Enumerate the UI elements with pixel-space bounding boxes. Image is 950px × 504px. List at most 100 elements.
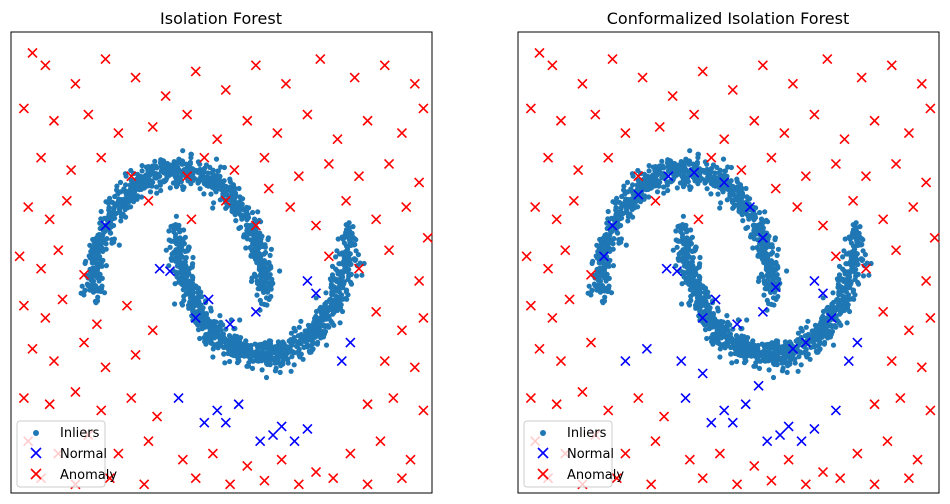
anomaly-point: [800, 479, 811, 490]
anomaly-point: [590, 109, 601, 120]
inlier-point: [712, 170, 718, 176]
inlier-point: [176, 167, 182, 173]
inlier-point: [208, 175, 214, 181]
inlier-point: [333, 254, 339, 260]
inlier-point: [841, 288, 847, 294]
anomaly-point: [749, 115, 760, 126]
inlier-point: [820, 308, 827, 315]
inlier-point: [625, 214, 632, 220]
anomaly-point: [388, 393, 399, 404]
anomaly-point: [280, 78, 292, 89]
anomaly-point: [525, 393, 536, 404]
anomaly-point: [418, 312, 429, 324]
inlier-point: [661, 184, 667, 190]
anomaly-point: [36, 263, 47, 274]
inlier-point: [169, 251, 175, 257]
inlier-point: [195, 169, 201, 175]
inlier-point: [761, 292, 767, 298]
inlier-point: [190, 290, 196, 296]
normal-point: [233, 399, 244, 410]
anomaly-point: [151, 411, 163, 422]
inlier-point: [849, 296, 855, 302]
anomaly-point: [36, 152, 47, 163]
inlier-point: [773, 338, 779, 344]
normal-point: [173, 393, 184, 404]
inlier-point: [673, 263, 679, 269]
inlier-point: [846, 308, 853, 315]
inlier-point: [717, 354, 723, 360]
anomaly-point: [126, 171, 137, 182]
inlier-point: [717, 205, 723, 211]
inlier-point: [207, 326, 213, 332]
inlier-point: [108, 214, 114, 220]
anomaly-point: [646, 479, 657, 490]
inlier-point: [852, 269, 858, 275]
inlier-point: [204, 182, 210, 188]
normal-point: [744, 201, 756, 213]
inlier-point: [692, 245, 698, 251]
anomaly-point: [689, 109, 700, 120]
inlier-point: [181, 283, 187, 289]
anomaly-point: [401, 201, 412, 213]
inlier-point: [187, 266, 193, 272]
inlier-point: [208, 191, 214, 197]
inlier-point: [177, 264, 183, 270]
inlier-point: [203, 162, 209, 168]
anomaly-points-right: [521, 47, 940, 490]
anomaly-point: [341, 195, 352, 206]
inlier-point: [795, 330, 802, 336]
inlier-point: [323, 342, 330, 348]
anomaly-point: [560, 245, 571, 256]
inlier-point: [586, 283, 592, 289]
inlier-point: [648, 185, 654, 191]
inlier-point: [821, 341, 828, 347]
inlier-point: [217, 173, 223, 179]
inlier-point: [179, 158, 186, 164]
anomaly-point: [658, 411, 670, 422]
anomaly-point: [525, 103, 536, 114]
inlier-point: [659, 158, 665, 164]
anomaly-point: [706, 152, 717, 163]
inlier-point: [128, 167, 134, 174]
inlier-point: [188, 151, 194, 157]
inlier-point: [707, 305, 713, 311]
inlier-point: [813, 348, 820, 354]
anomaly-point: [414, 177, 425, 188]
inlier-point: [181, 297, 187, 303]
inlier-point: [107, 195, 113, 201]
anomaly-point: [362, 115, 373, 126]
inlier-point: [217, 197, 223, 203]
inlier-point: [168, 223, 174, 230]
inlier-point: [337, 320, 343, 326]
anomaly-point: [147, 325, 158, 336]
inlier-point: [838, 276, 844, 282]
inlier-point: [314, 341, 320, 347]
inlier-point: [95, 294, 101, 300]
anomaly-point: [852, 448, 863, 459]
anomaly-point: [783, 454, 794, 465]
inlier-point: [210, 346, 216, 352]
inlier-point: [107, 210, 113, 216]
inlier-point: [772, 361, 778, 367]
inlier-point: [342, 296, 348, 302]
inlier-point: [708, 176, 714, 182]
inlier-point: [185, 245, 191, 251]
inlier-point: [280, 357, 286, 363]
inlier-point: [601, 268, 607, 274]
inlier-point: [618, 209, 624, 215]
inlier-point: [693, 305, 700, 311]
inlier-point: [149, 170, 156, 176]
normal-points-left: [100, 220, 356, 447]
inlier-point: [348, 261, 354, 267]
normal-point: [255, 436, 266, 447]
inlier-point: [103, 263, 109, 269]
inlier-point: [265, 348, 271, 354]
inlier-point: [254, 292, 260, 298]
inlier-point: [238, 341, 244, 347]
anomaly-point: [225, 479, 236, 490]
inlier-point: [105, 200, 111, 206]
inlier-point: [319, 318, 325, 324]
inlier-point: [719, 187, 725, 193]
inlier-point: [730, 187, 736, 193]
inlier-point: [123, 173, 129, 179]
